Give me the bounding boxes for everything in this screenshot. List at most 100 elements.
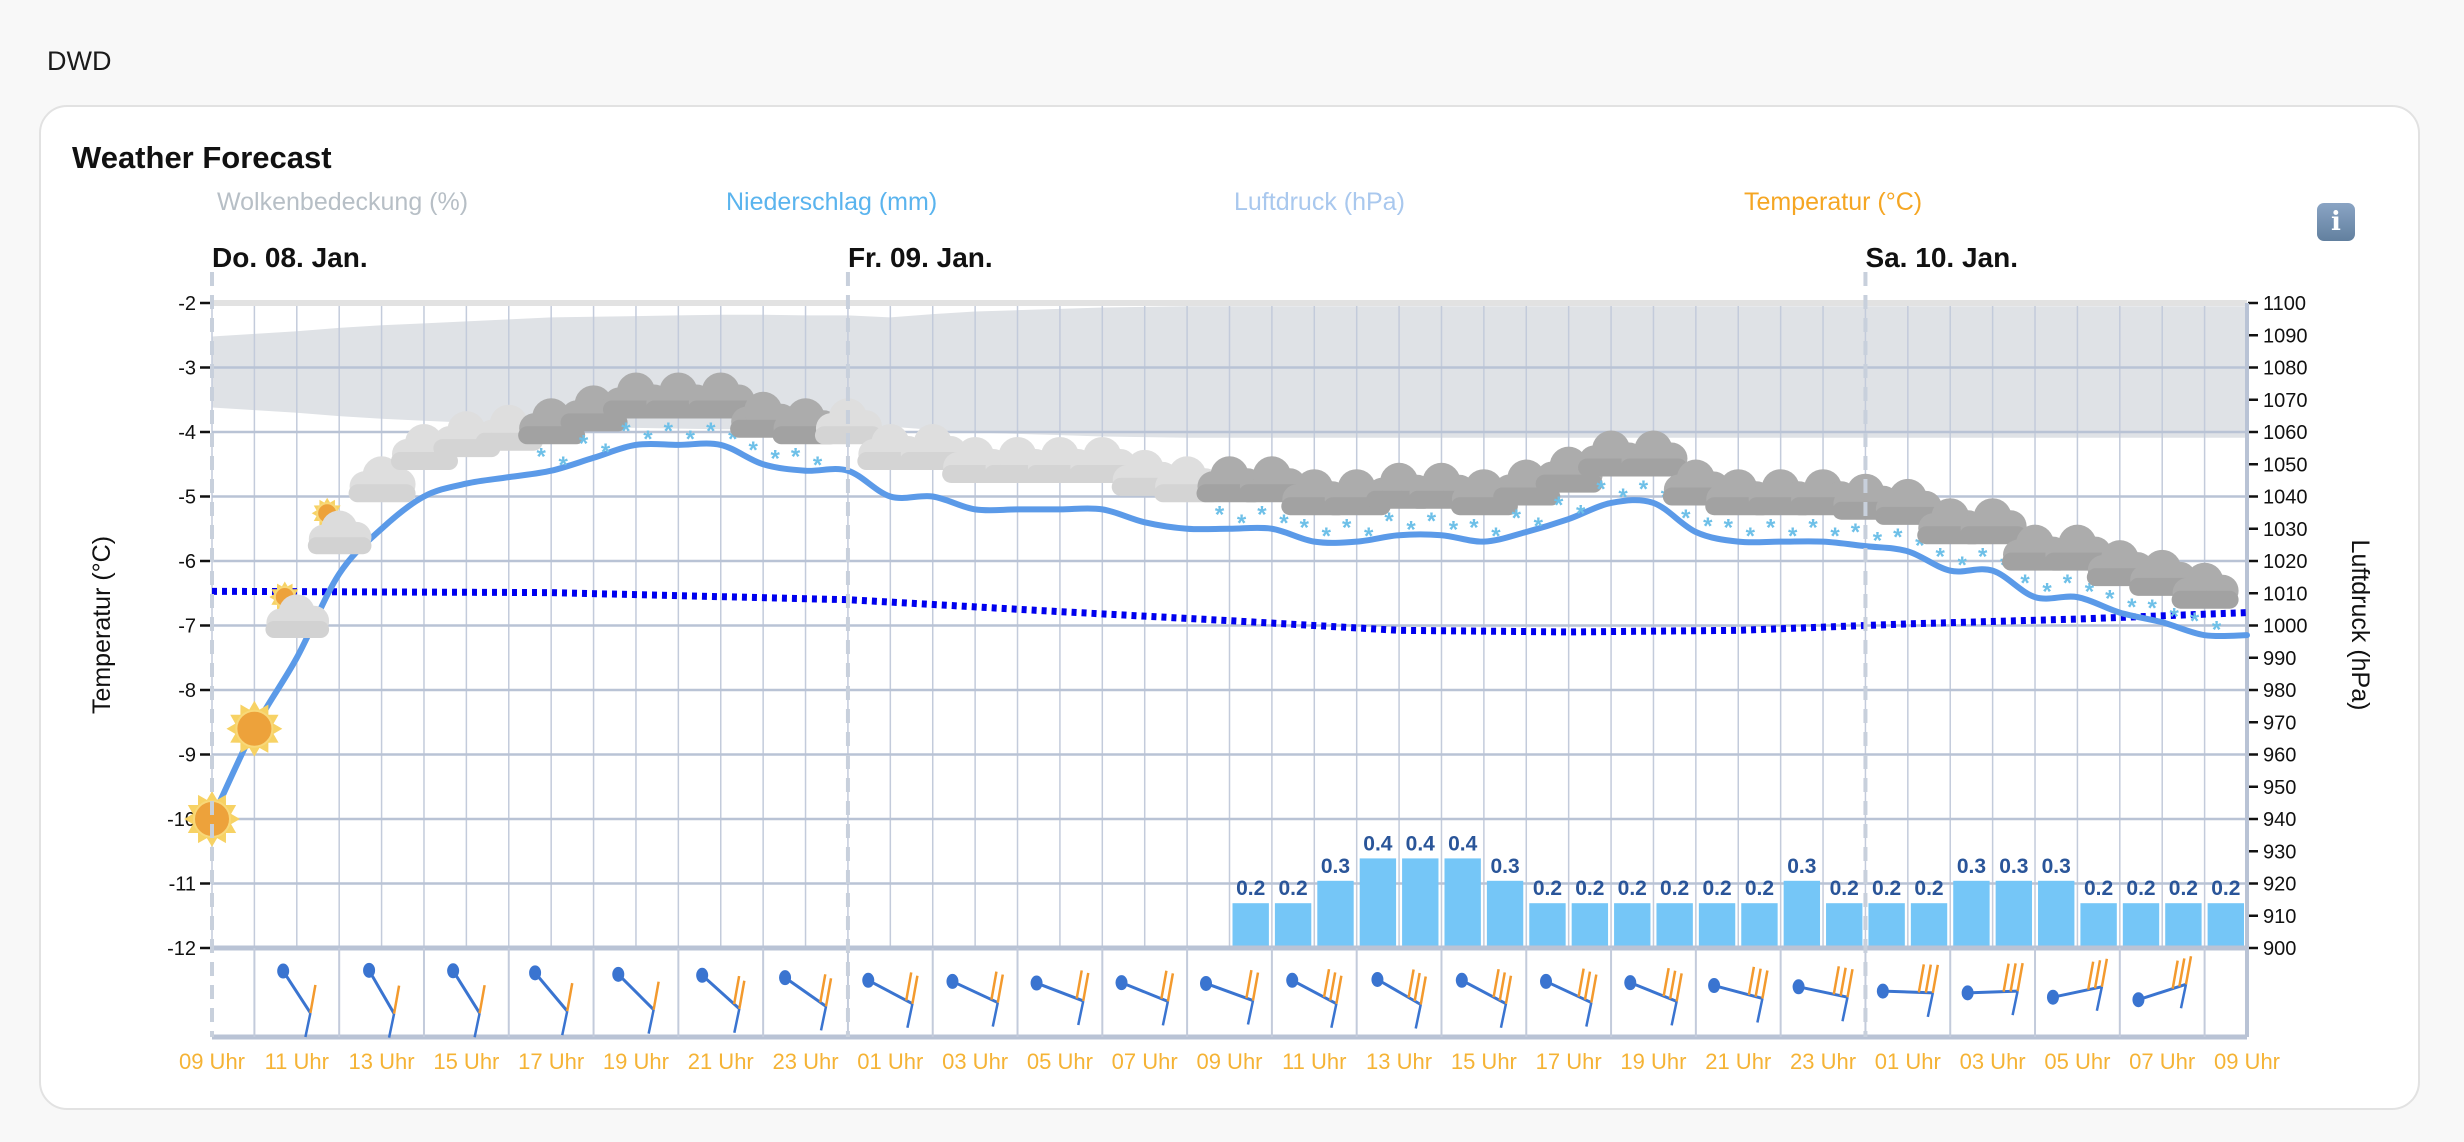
snowflake-icon: * bbox=[664, 418, 674, 445]
cloud-shape bbox=[1408, 462, 1476, 509]
precipitation-bar bbox=[1614, 903, 1651, 948]
wind-barb-feather bbox=[1590, 974, 1598, 1003]
wind-barb-staff bbox=[617, 973, 655, 1011]
snowflake-icon: * bbox=[2127, 594, 2137, 621]
precipitation-bar bbox=[2080, 903, 2117, 948]
wind-barb-dot bbox=[612, 966, 625, 982]
wind-barb-feather bbox=[1839, 967, 1847, 996]
wind-barb-icon bbox=[1624, 967, 1683, 1026]
right-axis-label: 1090 bbox=[2263, 325, 2308, 347]
partly-cloudy-icon bbox=[307, 497, 372, 555]
wind-barb-dot bbox=[1961, 985, 1974, 1001]
right-axis-label: 1060 bbox=[2263, 422, 2308, 444]
precipitation-bar-label: 0.2 bbox=[1236, 877, 1265, 900]
snowflake-icon: * bbox=[686, 426, 696, 453]
wind-barb-dot bbox=[1876, 983, 1889, 999]
snowflake-icon: * bbox=[621, 418, 631, 445]
wind-barb-feather bbox=[478, 984, 486, 1014]
hour-label: 11 Uhr bbox=[1282, 1049, 1346, 1074]
snowflake-icon: * bbox=[1936, 544, 1946, 571]
wind-barb-dot bbox=[1115, 975, 1128, 991]
snowflake-icon: * bbox=[1978, 544, 1988, 571]
hour-label: 11 Uhr bbox=[265, 1049, 329, 1074]
legend-pressure[interactable]: Luftdruck (hPa) bbox=[1234, 188, 1405, 216]
cloud-shape bbox=[348, 456, 416, 503]
precipitation-bar-label: 0.3 bbox=[1321, 855, 1350, 878]
wind-barb-feather bbox=[824, 978, 833, 1007]
wind-barb-feather bbox=[1419, 976, 1427, 1005]
cloud-shape bbox=[2171, 562, 2239, 609]
wind-barb-feather bbox=[1832, 966, 1841, 995]
wind-barb-dot bbox=[862, 972, 875, 988]
wind-barb-icon bbox=[363, 962, 401, 1038]
precipitation-bar-label: 0.2 bbox=[1702, 877, 1731, 900]
left-axis-label: -12 bbox=[167, 938, 196, 960]
cloud-shape bbox=[1959, 498, 2027, 545]
precipitation-bar bbox=[1232, 903, 1269, 948]
wind-barb-staff bbox=[1629, 981, 1678, 1003]
hour-label: 21 Uhr bbox=[1705, 1049, 1771, 1074]
wind-barb-icon bbox=[862, 972, 919, 1028]
sun-icon bbox=[184, 791, 240, 847]
hour-label: 01 Uhr bbox=[857, 1049, 923, 1074]
wind-barb-feather bbox=[1498, 972, 1506, 1001]
legend-cloud-cover[interactable]: Wolkenbedeckung (%) bbox=[217, 188, 469, 216]
hour-label: 07 Uhr bbox=[1112, 1049, 1178, 1074]
precipitation-bar-label: 0.2 bbox=[1533, 877, 1562, 900]
wind-barb-feather bbox=[1413, 972, 1421, 1002]
precipitation-bar-label: 0.4 bbox=[1448, 832, 1478, 855]
snowflake-icon: * bbox=[1639, 476, 1649, 503]
wind-barb-feather bbox=[1245, 969, 1253, 999]
wind-barb-staff bbox=[367, 969, 396, 1015]
hour-label: 21 Uhr bbox=[688, 1049, 754, 1074]
precipitation-bar bbox=[2165, 903, 2202, 948]
snow-cloud-icon: ** bbox=[1408, 462, 1476, 543]
info-icon[interactable]: i bbox=[2317, 203, 2355, 241]
snowflake-icon: * bbox=[2063, 570, 2073, 597]
precipitation-bar bbox=[1317, 880, 1354, 948]
left-axis-label: -6 bbox=[178, 551, 196, 573]
wind-barb-staff bbox=[1120, 981, 1169, 1003]
right-axis-label: 950 bbox=[2263, 777, 2296, 799]
wind-barb-feather bbox=[1251, 972, 1260, 1001]
legend-temperature[interactable]: Temperatur (°C) bbox=[1744, 188, 1923, 216]
wind-barb-feather bbox=[1668, 970, 1677, 999]
hour-label: 17 Uhr bbox=[1536, 1049, 1602, 1074]
snowflake-icon: * bbox=[1576, 500, 1586, 527]
snowflake-icon: * bbox=[2020, 570, 2030, 597]
snowflake-icon: * bbox=[1893, 524, 1903, 551]
wind-barb-feather bbox=[911, 975, 919, 1004]
legend-precipitation[interactable]: Niederschlag (mm) bbox=[726, 188, 938, 216]
snowflake-icon: * bbox=[1830, 523, 1840, 550]
snowflake-icon: * bbox=[728, 426, 738, 453]
left-axis-label: -11 bbox=[169, 874, 196, 896]
precipitation-bar-label: 0.2 bbox=[2211, 877, 2240, 900]
wind-barb-feather bbox=[1675, 973, 1683, 1002]
precipitation-bar-label: 0.4 bbox=[1363, 832, 1393, 855]
wind-barb-icon bbox=[1115, 970, 1175, 1026]
wind-barb-dot bbox=[1708, 978, 1721, 994]
precipitation-bar bbox=[1486, 880, 1524, 948]
wind-barb-icon bbox=[2046, 958, 2109, 1012]
snowflake-icon: * bbox=[2190, 608, 2200, 635]
temperature-line bbox=[209, 440, 2250, 822]
precipitation-bar bbox=[1698, 903, 1736, 948]
cloud-base bbox=[1535, 474, 1603, 493]
precipitation-bar-label: 0.3 bbox=[1957, 855, 1986, 878]
snowflake-icon: * bbox=[1257, 502, 1267, 529]
wind-barb-feather bbox=[1747, 966, 1756, 996]
wind-barb-dot bbox=[447, 963, 460, 979]
right-axis-label: 1050 bbox=[2263, 454, 2308, 476]
right-axis-label: 910 bbox=[2263, 906, 2296, 928]
hour-label: 19 Uhr bbox=[603, 1049, 669, 1074]
wind-barb-dot bbox=[363, 962, 376, 978]
wind-barb-feather bbox=[1761, 970, 1769, 999]
cloud-shape bbox=[307, 510, 372, 555]
snowflake-icon: * bbox=[1364, 523, 1374, 550]
right-axis-label: 960 bbox=[2263, 745, 2296, 767]
wind-barb-feather bbox=[566, 982, 574, 1012]
snowflake-icon: * bbox=[1449, 516, 1459, 543]
wind-barb-icon bbox=[1371, 969, 1427, 1029]
wind-barb-feather bbox=[1335, 975, 1343, 1004]
